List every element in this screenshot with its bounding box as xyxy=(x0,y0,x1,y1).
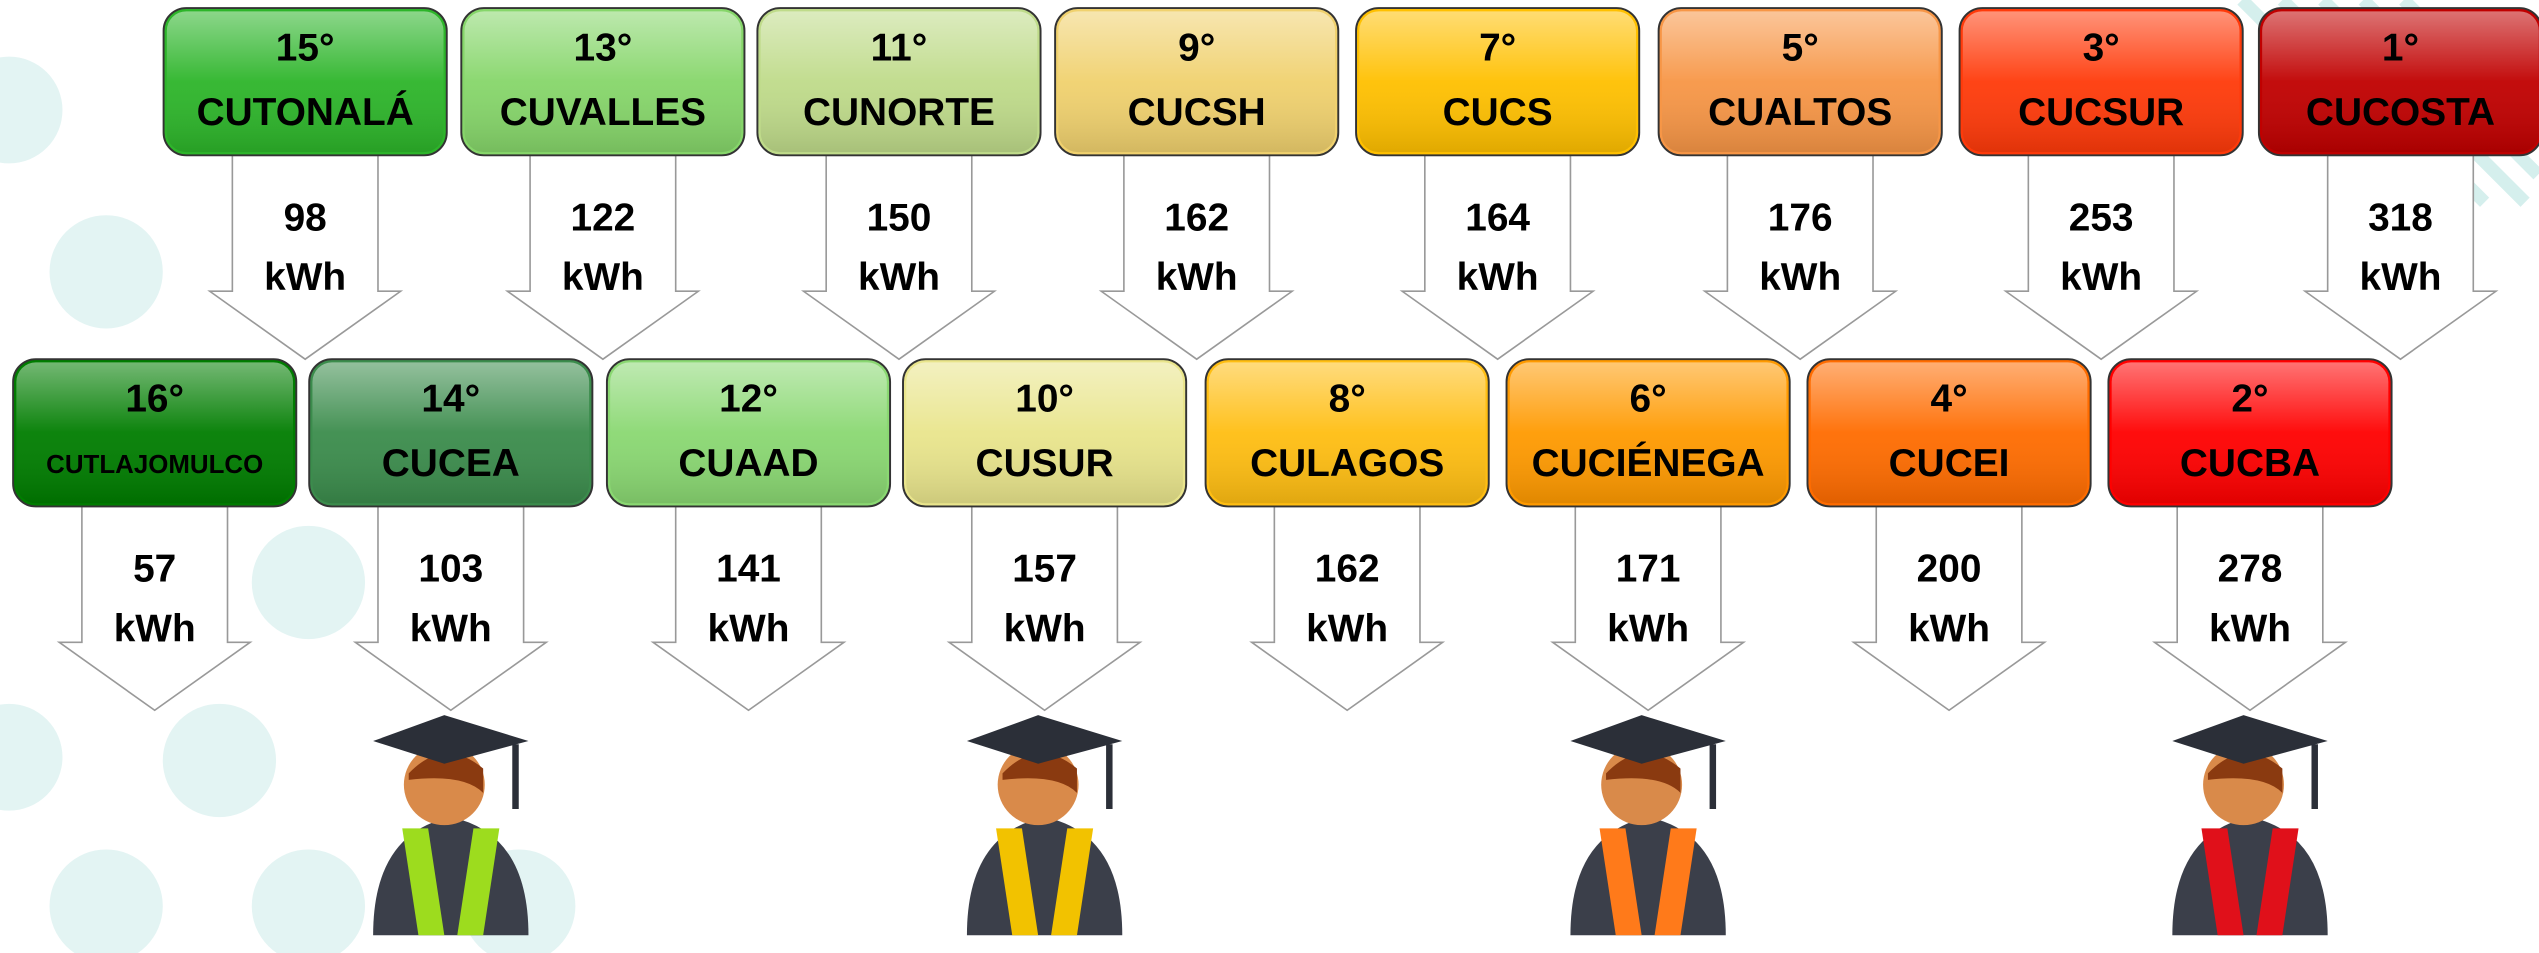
kwh-value: 98 xyxy=(284,196,327,239)
rank: 12° xyxy=(719,378,778,421)
ranking-item: 9° CUCSH 162 kWh xyxy=(1055,8,1338,359)
ranking-item: 16° CUTLAJOMULCO 57 kWh xyxy=(13,359,296,710)
ranking-item: 4° CUCEI 200 kWh xyxy=(1807,359,2090,710)
kwh-unit: kWh xyxy=(1457,256,1539,299)
kwh-value: 253 xyxy=(2069,196,2134,239)
rank: 10° xyxy=(1015,378,1074,421)
rank: 7° xyxy=(1479,26,1516,69)
gown xyxy=(1570,817,1725,935)
kwh-value: 171 xyxy=(1616,547,1681,590)
campus-name: CUVALLES xyxy=(500,91,706,134)
rank: 6° xyxy=(1630,378,1667,421)
ranking-item: 14° CUCEA 103 kWh xyxy=(309,359,592,710)
rank: 15° xyxy=(276,26,335,69)
kwh-value: 164 xyxy=(1465,196,1530,239)
kwh-unit: kWh xyxy=(562,256,644,299)
campus-name: CUALTOS xyxy=(1708,91,1892,134)
graduate-icon xyxy=(373,715,528,935)
kwh-value: 57 xyxy=(133,547,176,590)
kwh-value: 150 xyxy=(867,196,932,239)
campus-name: CULAGOS xyxy=(1250,442,1444,485)
kwh-value: 318 xyxy=(2368,196,2433,239)
campus-name: CUCSH xyxy=(1128,91,1266,134)
ranking-item: 15° CUTONALÁ 98 kWh xyxy=(164,8,447,359)
rank: 8° xyxy=(1329,378,1366,421)
kwh-unit: kWh xyxy=(858,256,940,299)
ranking-item: 3° CUCSUR 253 kWh xyxy=(1960,8,2243,359)
kwh-value: 103 xyxy=(418,547,483,590)
infographic: 15° CUTONALÁ 98 kWh 13° CUVALLES 122 kWh 11° CUNO… xyxy=(0,0,2539,953)
rank: 1° xyxy=(2382,26,2419,69)
ranking-item: 13° CUVALLES 122 kWh xyxy=(461,8,744,359)
graduate-icon xyxy=(2172,715,2327,935)
kwh-unit: kWh xyxy=(2209,607,2291,650)
ranking-item: 12° CUAAD 141 kWh xyxy=(607,359,890,710)
campus-name: CUCEI xyxy=(1889,442,2010,485)
campus-name: CUTLAJOMULCO xyxy=(46,451,263,479)
kwh-unit: kWh xyxy=(2060,256,2142,299)
campus-name: CUCEA xyxy=(382,442,520,485)
rank: 16° xyxy=(125,378,184,421)
ranking-item: 2° CUCBA 278 kWh xyxy=(2108,359,2391,710)
kwh-unit: kWh xyxy=(1607,607,1689,650)
cap xyxy=(373,715,528,764)
ranking-item: 10° CUSUR 157 kWh xyxy=(903,359,1186,710)
kwh-unit: kWh xyxy=(114,607,196,650)
kwh-value: 176 xyxy=(1768,196,1833,239)
campus-name: CUAAD xyxy=(678,442,818,485)
campus-name: CUCIÉNEGA xyxy=(1532,441,1765,485)
kwh-value: 157 xyxy=(1012,547,1077,590)
rank: 4° xyxy=(1930,378,1967,421)
kwh-value: 122 xyxy=(570,196,635,239)
rank: 5° xyxy=(1782,26,1819,69)
campus-name: CUTONALÁ xyxy=(197,90,414,134)
ranking-item: 5° CUALTOS 176 kWh xyxy=(1659,8,1942,359)
rank: 13° xyxy=(574,26,633,69)
campus-name: CUNORTE xyxy=(803,91,995,134)
rank: 14° xyxy=(421,378,480,421)
rank: 11° xyxy=(871,26,928,69)
kwh-value: 278 xyxy=(2218,547,2283,590)
kwh-unit: kWh xyxy=(1759,256,1841,299)
kwh-value: 141 xyxy=(716,547,781,590)
campus-name: CUCS xyxy=(1443,91,1553,134)
kwh-value: 162 xyxy=(1164,196,1229,239)
gown xyxy=(2172,817,2327,935)
ranking-item: 7° CUCS 164 kWh xyxy=(1356,8,1639,359)
campus-name: CUCOSTA xyxy=(2306,91,2495,134)
rank: 9° xyxy=(1178,26,1215,69)
cap xyxy=(1570,715,1725,764)
graduate-icon xyxy=(1570,715,1725,935)
ranking-item: 1° CUCOSTA 318 kWh xyxy=(2259,8,2539,359)
kwh-value: 200 xyxy=(1917,547,1982,590)
rank: 3° xyxy=(2083,26,2120,69)
kwh-unit: kWh xyxy=(1306,607,1388,650)
kwh-unit: kWh xyxy=(708,607,790,650)
kwh-unit: kWh xyxy=(410,607,492,650)
kwh-unit: kWh xyxy=(1156,256,1238,299)
cap xyxy=(967,715,1122,764)
ranking-item: 6° CUCIÉNEGA 171 kWh xyxy=(1507,359,1790,710)
kwh-unit: kWh xyxy=(264,256,346,299)
gown xyxy=(373,817,528,935)
ranking-item: 11° CUNORTE 150 kWh xyxy=(757,8,1040,359)
graduate-icon xyxy=(967,715,1122,935)
kwh-unit: kWh xyxy=(1004,607,1086,650)
rank: 2° xyxy=(2231,378,2268,421)
page: 15° CUTONALÁ 98 kWh 13° CUVALLES 122 kWh 11° CUNO… xyxy=(0,0,2539,953)
cap xyxy=(2172,715,2327,764)
kwh-unit: kWh xyxy=(2359,256,2441,299)
gown xyxy=(967,817,1122,935)
campus-name: CUSUR xyxy=(976,442,1114,485)
campus-name: CUCSUR xyxy=(2018,91,2184,134)
campus-name: CUCBA xyxy=(2180,442,2320,485)
kwh-unit: kWh xyxy=(1908,607,1990,650)
ranking-item: 8° CULAGOS 162 kWh xyxy=(1206,359,1489,710)
kwh-value: 162 xyxy=(1315,547,1380,590)
